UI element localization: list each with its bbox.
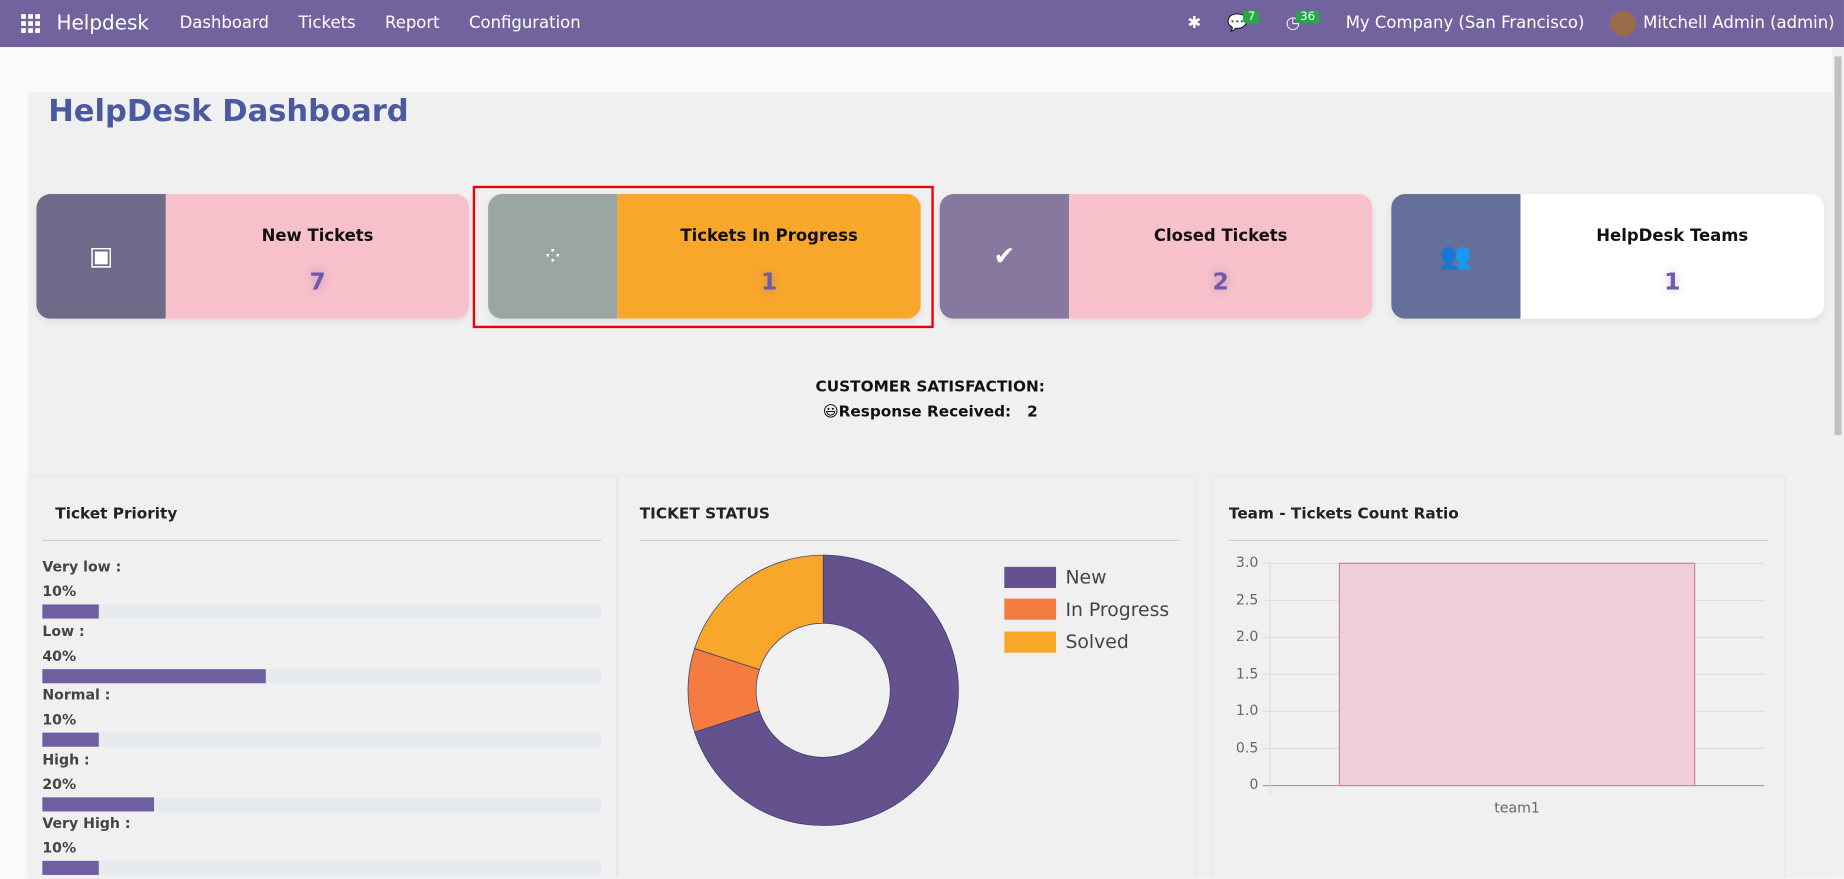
menu-configuration[interactable]: Configuration: [469, 14, 581, 33]
y-tick-label: 1.0: [1235, 702, 1259, 719]
y-tick-label: 3.0: [1235, 553, 1259, 571]
legend-label: New: [1065, 565, 1107, 588]
check-icon: ✔: [939, 194, 1069, 319]
satisfaction-label: 😃Response Received:: [822, 403, 1012, 422]
legend-item[interactable]: Solved: [1004, 630, 1129, 653]
messages-badge: 7: [1242, 10, 1260, 24]
avatar: [1610, 10, 1637, 37]
priority-label: High :: [42, 750, 90, 768]
satisfaction-value: 2: [1027, 403, 1038, 422]
priority-bar: [42, 732, 601, 747]
donut-slice-new[interactable]: [694, 554, 959, 826]
users-icon: 👥: [1391, 194, 1521, 319]
app-brand[interactable]: Helpdesk: [56, 11, 150, 36]
activities-button[interactable]: ◷36: [1286, 10, 1320, 33]
satisfaction-row: 😃Response Received: 2: [706, 403, 1155, 421]
user-menu[interactable]: Mitchell Admin (admin): [1610, 10, 1835, 37]
legend-swatch: [1004, 566, 1057, 588]
legend-swatch: [1004, 630, 1057, 653]
priority-percent: 40%: [42, 647, 77, 664]
card-value: 1: [1664, 266, 1681, 296]
x-tick-label: team1: [1494, 799, 1540, 817]
legend-swatch: [1004, 598, 1057, 620]
card-label: HelpDesk Teams: [1596, 226, 1749, 246]
ticket-priority-panel: Ticket Priority Very low : 10% Low : 40%…: [28, 476, 617, 879]
card-value: 7: [309, 266, 326, 296]
panel-title: Ticket Priority: [55, 505, 178, 524]
priority-percent: 10%: [42, 583, 77, 600]
card-2[interactable]: ✔ Closed Tickets 2: [939, 194, 1373, 319]
priority-label: Very High :: [42, 814, 131, 832]
company-switcher[interactable]: My Company (San Francisco): [1345, 14, 1585, 33]
legend-item[interactable]: New: [1004, 565, 1107, 588]
priority-percent: 10%: [42, 711, 77, 728]
y-tick-label: 2.0: [1235, 627, 1259, 645]
legend-label: In Progress: [1065, 597, 1170, 621]
priority-bar: [42, 668, 601, 683]
messages-button[interactable]: 💬7: [1227, 10, 1260, 33]
top-navbar: Helpdesk Dashboard Tickets Report Config…: [0, 0, 1844, 48]
priority-label: Very low :: [42, 558, 122, 576]
y-tick-label: 0.5: [1235, 739, 1259, 756]
debug-bug-icon[interactable]: ✱: [1187, 14, 1202, 33]
user-name: Mitchell Admin (admin): [1643, 14, 1835, 33]
priority-label: Low :: [42, 622, 85, 640]
priority-bar: [42, 860, 601, 875]
priority-percent: 20%: [42, 775, 77, 793]
menu-report[interactable]: Report: [385, 14, 440, 33]
card-1[interactable]: ⁘ Tickets In Progress 1: [488, 194, 921, 319]
card-label: Closed Tickets: [1153, 226, 1288, 246]
priority-bar: [42, 604, 601, 619]
card-value: 2: [1212, 266, 1229, 296]
y-tick-label: 2.5: [1235, 590, 1259, 608]
y-tick-label: 1.5: [1235, 665, 1259, 682]
inbox-icon: ▣: [36, 194, 166, 319]
legend-label: Solved: [1065, 630, 1129, 653]
chat-icon: 💬: [1227, 14, 1248, 33]
priority-bar: [42, 796, 601, 811]
menu-dashboard[interactable]: Dashboard: [179, 14, 269, 33]
card-label: Tickets In Progress: [680, 226, 858, 246]
priority-label: Normal :: [42, 686, 111, 704]
panel-title: TICKET STATUS: [639, 505, 770, 524]
apps-menu-icon[interactable]: [21, 14, 40, 33]
card-0[interactable]: ▣ New Tickets 7: [36, 194, 470, 319]
card-value: 1: [760, 266, 778, 296]
page-title: HelpDesk Dashboard: [48, 94, 409, 130]
y-tick-label: 0: [1249, 776, 1259, 793]
highlight-box: [472, 185, 934, 329]
spinner-icon: ⁘: [488, 194, 618, 319]
donut-slice-solved[interactable]: [694, 554, 824, 671]
card-3[interactable]: 👥 HelpDesk Teams 1: [1391, 194, 1824, 319]
priority-percent: 10%: [42, 839, 77, 857]
card-label: New Tickets: [261, 226, 374, 246]
panel-title: Team - Tickets Count Ratio: [1228, 505, 1459, 524]
menu-tickets[interactable]: Tickets: [298, 14, 356, 33]
scrollbar[interactable]: [1832, 47, 1844, 879]
activities-badge: 36: [1295, 10, 1320, 24]
satisfaction-heading: CUSTOMER SATISFACTION:: [815, 378, 1045, 397]
legend-item[interactable]: In Progress: [1004, 598, 1169, 620]
